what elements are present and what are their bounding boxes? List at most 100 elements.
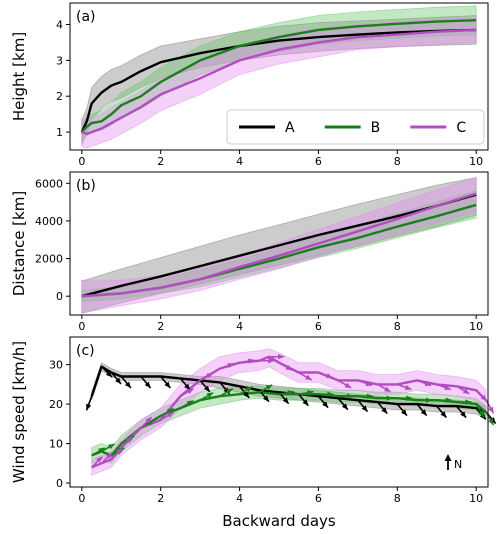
wind-arrow xyxy=(120,436,133,449)
north-arrow-icon xyxy=(444,454,452,461)
wind-arrow xyxy=(110,448,123,460)
y-tick-label: 30 xyxy=(49,359,63,372)
wind-arrow xyxy=(337,397,349,411)
wind-arrow xyxy=(258,384,273,393)
x-tick-label: 6 xyxy=(315,155,322,168)
wind-arrow xyxy=(278,390,294,396)
y-tick-label: 1 xyxy=(56,126,63,139)
x-tick-label: 0 xyxy=(78,492,85,505)
wind-arrow xyxy=(298,390,314,396)
wind-arrow xyxy=(219,388,234,397)
wind-arrow xyxy=(455,405,467,419)
wind-arrow xyxy=(160,407,175,417)
panel-b: 0 2 4 6 8 10 0 2000 4000 6000 Distance [km] (b) xyxy=(10,171,489,333)
wind-arrow xyxy=(436,383,452,391)
wind-arrow xyxy=(357,399,369,413)
wind-arrow xyxy=(318,391,334,397)
legend-entry-c: C xyxy=(410,120,466,136)
series-line-c xyxy=(81,28,477,136)
wind-arrow xyxy=(140,416,153,429)
wind-arrow xyxy=(397,395,413,401)
y-axis-label: Wind speed [km/h] xyxy=(10,341,28,483)
wind-arrow xyxy=(416,379,432,387)
wind-arrow xyxy=(456,399,472,405)
north-label: N xyxy=(454,458,462,471)
wind-arrow xyxy=(436,405,447,419)
wind-arrow xyxy=(180,388,194,397)
wind-arrow xyxy=(269,354,285,360)
y-tick-label: 4000 xyxy=(35,215,63,228)
x-tick-label: 2 xyxy=(157,492,164,505)
series-line-a xyxy=(80,28,477,133)
x-tick-label: 10 xyxy=(469,155,483,168)
wind-arrow xyxy=(278,361,293,371)
x-tick-label: 8 xyxy=(394,320,401,333)
y-tick-label: 4 xyxy=(56,19,63,32)
x-tick-label: 8 xyxy=(394,492,401,505)
y-tick-label: 3 xyxy=(56,54,63,67)
wind-arrow xyxy=(377,383,391,393)
x-tick-label: 0 xyxy=(78,320,85,333)
wind-arrow xyxy=(239,386,253,395)
wind-arrow xyxy=(219,362,235,370)
x-tick-label: 4 xyxy=(236,492,243,505)
x-tick-label: 10 xyxy=(469,320,483,333)
y-tick-label: 2000 xyxy=(35,253,63,266)
wind-arrow xyxy=(179,377,191,391)
axes-frame xyxy=(69,336,489,488)
x-tick-label: 2 xyxy=(157,320,164,333)
wind-arrow xyxy=(456,385,470,395)
wind-arrow xyxy=(91,456,103,468)
wind-arrow xyxy=(110,372,122,385)
north-indicator: N xyxy=(444,454,462,471)
wind-arrow xyxy=(180,399,194,409)
wind-arrow xyxy=(475,389,488,402)
wind-arrow xyxy=(317,395,329,409)
x-tick-label: 6 xyxy=(315,320,322,333)
x-tick-label: 10 xyxy=(469,492,483,505)
wind-arrow xyxy=(140,375,152,389)
wind-arrow xyxy=(85,395,93,411)
band-b xyxy=(91,385,487,464)
x-tick-label: 6 xyxy=(315,492,322,505)
legend-label: B xyxy=(371,120,381,136)
wind-arrow xyxy=(416,403,428,417)
series-line-c xyxy=(81,192,477,298)
wind-arrow xyxy=(91,447,106,457)
panel-label: (a) xyxy=(76,9,96,25)
wind-arrow xyxy=(160,411,175,421)
y-axis-label: Distance [km] xyxy=(10,191,28,296)
wind-arrow xyxy=(436,397,452,403)
y-tick-label: 2 xyxy=(56,90,63,103)
wind-arrow xyxy=(357,393,373,399)
wind-arrow xyxy=(377,395,393,401)
wind-arrow xyxy=(101,443,115,453)
y-tick-label: 0 xyxy=(56,290,63,303)
wind-arrow xyxy=(337,379,352,389)
wind-arrow xyxy=(120,375,132,389)
series-line-b xyxy=(80,19,477,133)
wind-arrow xyxy=(338,393,354,399)
y-axis-label: Height [km] xyxy=(10,32,28,121)
axes-frame xyxy=(69,2,489,151)
axes-frame xyxy=(69,171,489,316)
panel-c: 0 2 4 6 8 10 0 10 20 30 Wind speed [km/h] (c) Backwa… xyxy=(10,336,497,530)
x-tick-label: 2 xyxy=(157,155,164,168)
x-tick-label: 8 xyxy=(394,155,401,168)
y-tick-label: 10 xyxy=(49,438,63,451)
wind-arrow xyxy=(475,403,485,418)
legend-entry-b: B xyxy=(324,120,381,136)
wind-arrow xyxy=(199,391,214,401)
panel-label: (c) xyxy=(76,343,95,359)
wind-arrow xyxy=(298,371,313,381)
wind-arrow xyxy=(396,403,408,417)
x-tick-label: 4 xyxy=(236,155,243,168)
wind-arrow xyxy=(485,411,495,426)
wind-arrow xyxy=(259,357,275,364)
wind-arrow xyxy=(239,358,255,364)
legend: A B C xyxy=(226,109,485,145)
y-tick-label: 0 xyxy=(56,477,63,490)
wind-arrow xyxy=(376,401,388,415)
